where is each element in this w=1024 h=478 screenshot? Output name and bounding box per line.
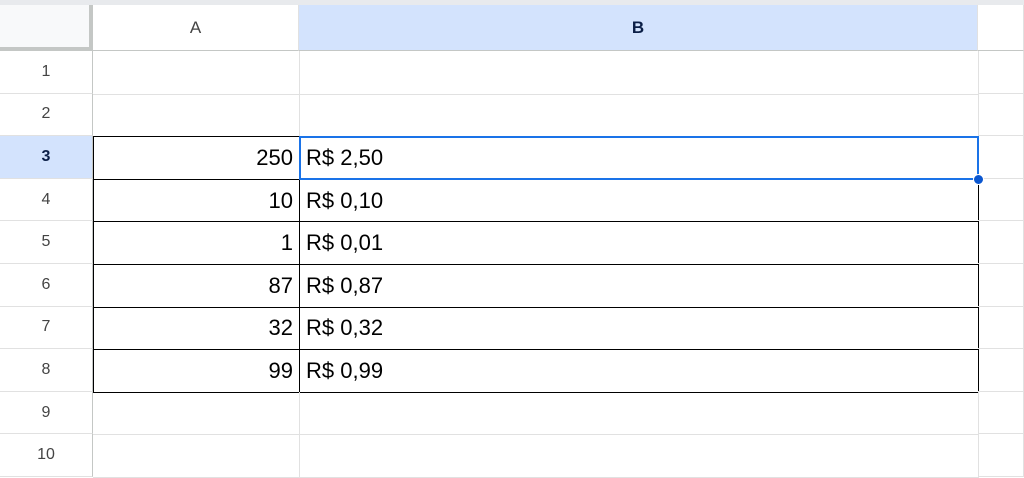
- cell-b7[interactable]: R$ 0,32: [299, 306, 979, 351]
- cell-a3[interactable]: 250: [93, 136, 300, 180]
- column-header-a[interactable]: A: [93, 5, 299, 51]
- cell-a9[interactable]: [93, 391, 300, 436]
- cell-c5[interactable]: [978, 221, 1024, 264]
- cell-c2[interactable]: [978, 93, 1024, 137]
- cell-a10[interactable]: [93, 434, 300, 478]
- cell-b8[interactable]: R$ 0,99: [299, 349, 979, 393]
- cell-c10[interactable]: [978, 434, 1024, 477]
- row-header[interactable]: 6: [0, 264, 93, 307]
- cell-c1[interactable]: [978, 51, 1024, 94]
- cell-b9[interactable]: [299, 391, 979, 436]
- row-header[interactable]: 1: [0, 51, 93, 94]
- cell-a4[interactable]: 10: [93, 178, 300, 223]
- cell-c3[interactable]: [978, 136, 1024, 179]
- cell-b2[interactable]: [299, 93, 979, 138]
- cell-b10[interactable]: [299, 434, 979, 478]
- row-header[interactable]: 4: [0, 178, 93, 222]
- row-header[interactable]: 8: [0, 349, 93, 392]
- cell-b6[interactable]: R$ 0,87: [299, 264, 979, 308]
- cell-b1[interactable]: [299, 51, 979, 95]
- cell-b5[interactable]: R$ 0,01: [299, 221, 979, 265]
- cell-a6[interactable]: 87: [93, 264, 300, 308]
- cell-c4[interactable]: [978, 178, 1024, 222]
- column-header-b[interactable]: B: [299, 5, 978, 51]
- cell-a2[interactable]: [93, 93, 300, 138]
- row-header[interactable]: 5: [0, 221, 93, 264]
- cell-b4[interactable]: R$ 0,10: [299, 178, 979, 223]
- row-header[interactable]: 9: [0, 391, 93, 435]
- top-bar: [0, 0, 1024, 5]
- fill-handle[interactable]: [973, 173, 984, 185]
- cell-c9[interactable]: [978, 391, 1024, 435]
- cell-c8[interactable]: [978, 349, 1024, 392]
- select-all-corner[interactable]: [0, 5, 93, 51]
- cell-b3[interactable]: R$ 2,50: [299, 136, 979, 180]
- cell-a5[interactable]: 1: [93, 221, 300, 265]
- cell-c6[interactable]: [978, 264, 1024, 307]
- row-header[interactable]: 2: [0, 93, 93, 137]
- row-header[interactable]: 10: [0, 434, 93, 477]
- row-header[interactable]: 3: [0, 136, 93, 179]
- row-header[interactable]: 7: [0, 306, 93, 350]
- cell-c7[interactable]: [978, 306, 1024, 350]
- cell-a8[interactable]: 99: [93, 349, 300, 393]
- cell-a7[interactable]: 32: [93, 306, 300, 351]
- column-header-next[interactable]: [978, 5, 1024, 51]
- cell-a1[interactable]: [93, 51, 300, 95]
